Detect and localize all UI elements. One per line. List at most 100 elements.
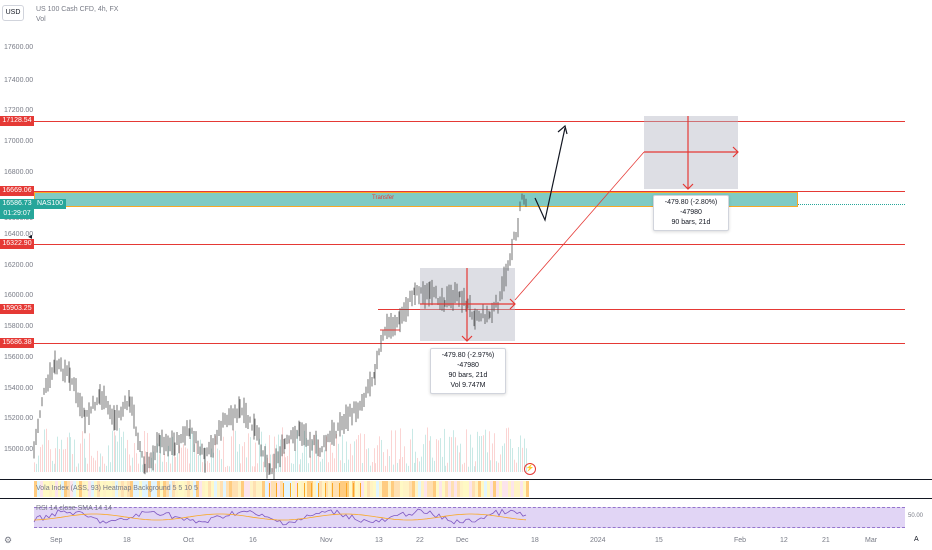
volume-bar [36, 463, 37, 472]
gear-icon[interactable]: ⚙ [4, 535, 13, 545]
volume-bar [110, 462, 111, 472]
pane-divider[interactable] [0, 498, 932, 499]
volume-bar [34, 462, 35, 472]
measure-info-right-line2: 90 bars, 21d [671, 219, 711, 226]
pane-divider[interactable] [0, 479, 932, 480]
volume-bar [261, 431, 262, 472]
volume-bar [470, 434, 471, 472]
heatmap-cell [451, 481, 454, 497]
volume-bar [510, 438, 511, 472]
rsi-legend[interactable]: RSI 14 close SMA 14 14 [36, 505, 112, 512]
heatmap-cell [448, 481, 451, 497]
heatmap-cell [322, 481, 325, 497]
volume-bar [379, 436, 380, 472]
heatmap-cell [73, 481, 76, 497]
heatmap-cell [169, 481, 172, 497]
time-tick: Nov [320, 537, 333, 544]
volume-bar [142, 464, 143, 472]
volume-bar [455, 437, 456, 472]
volume-bar [160, 435, 161, 472]
volume-bars [34, 427, 527, 472]
heatmap-cell [151, 481, 154, 497]
volume-bar [440, 438, 441, 472]
heatmap-cell [490, 481, 493, 497]
volume-bar [442, 456, 443, 472]
volume-bar [132, 457, 133, 472]
volume-bar [385, 465, 386, 472]
volume-bar [196, 442, 197, 472]
level-line-16322[interactable] [34, 244, 905, 245]
heatmap-cell [502, 481, 505, 497]
heatmap-cell [154, 481, 157, 497]
heatmap-cell [469, 481, 472, 497]
heatmap-cell [106, 481, 109, 497]
volume-bar [227, 465, 228, 472]
price-tick: 16200.00 [4, 262, 34, 269]
time-tick: 16 [249, 537, 257, 544]
heatmap-cell [61, 481, 64, 497]
volume-bar [352, 455, 353, 472]
time-tick: Sep [50, 537, 63, 544]
heatmap-pane[interactable] [34, 481, 529, 497]
volume-bar [282, 427, 283, 472]
volume-bar [447, 462, 448, 472]
volume-bar [95, 460, 96, 472]
heatmap-cell [256, 481, 259, 497]
level-line-15903[interactable] [378, 309, 905, 310]
volume-bar [187, 448, 188, 472]
price-chart[interactable] [0, 0, 932, 480]
volume-bar [364, 434, 365, 472]
currency-button[interactable]: USD [2, 5, 24, 21]
symbol-title: US 100 Cash CFD, 4h, FX [36, 6, 119, 13]
heatmap-spike [304, 483, 305, 497]
volume-bar [106, 465, 107, 472]
volume-bar [496, 461, 497, 472]
volume-bar [304, 430, 305, 472]
volume-bar [172, 436, 173, 472]
rsi-chart[interactable] [0, 500, 932, 534]
volume-bar [348, 459, 349, 472]
heatmap-legend[interactable]: Vola Index (ASS, 93) Heatmap Background … [36, 485, 198, 492]
volume-bar [50, 449, 51, 472]
level-line-17128[interactable] [34, 121, 905, 122]
heatmap-cell [52, 481, 55, 497]
collapse-arrow-icon[interactable]: ◂ [28, 232, 33, 241]
volume-bar [330, 443, 331, 472]
price-tick: 15400.00 [4, 385, 34, 392]
auto-scale-button[interactable]: A [914, 536, 919, 543]
measure-info-left-line1: -479.80 (-2.97%) -47980 [441, 352, 495, 369]
volume-bar [269, 435, 270, 472]
volume-bar [383, 452, 384, 472]
heatmap-cell [139, 481, 142, 497]
level-line-15686[interactable] [34, 343, 905, 344]
volume-bar [38, 455, 39, 472]
lightning-icon[interactable]: ⚡ [524, 463, 536, 475]
heatmap-cell [427, 481, 430, 497]
heatmap-cell [385, 481, 388, 497]
volume-bar [504, 443, 505, 472]
price-tag-current: 16586.73 [0, 199, 34, 209]
level-line-16669[interactable] [34, 191, 905, 192]
price-tag-16669: 16669.06 [0, 186, 34, 196]
volume-bar [389, 456, 390, 472]
volume-bar [362, 463, 363, 472]
heatmap-cell [250, 481, 253, 497]
volume-bar [498, 462, 499, 472]
volume-bar [198, 455, 199, 472]
time-tick: 12 [780, 537, 788, 544]
heatmap-cell [85, 481, 88, 497]
volume-bar [432, 457, 433, 472]
volume-bar [475, 461, 476, 472]
heatmap-cell [418, 481, 421, 497]
time-tick: Oct [183, 537, 194, 544]
heatmap-cell [397, 481, 400, 497]
volume-bar [42, 444, 43, 472]
heatmap-cell [349, 481, 352, 497]
heatmap-cell [127, 481, 130, 497]
price-tick: 16400.00 [4, 231, 34, 238]
transfer-zone-label: Transfer [372, 195, 395, 201]
volume-bar [189, 463, 190, 472]
heatmap-cell [34, 481, 37, 497]
volume-bar [174, 449, 175, 472]
heatmap-spike [339, 483, 340, 497]
